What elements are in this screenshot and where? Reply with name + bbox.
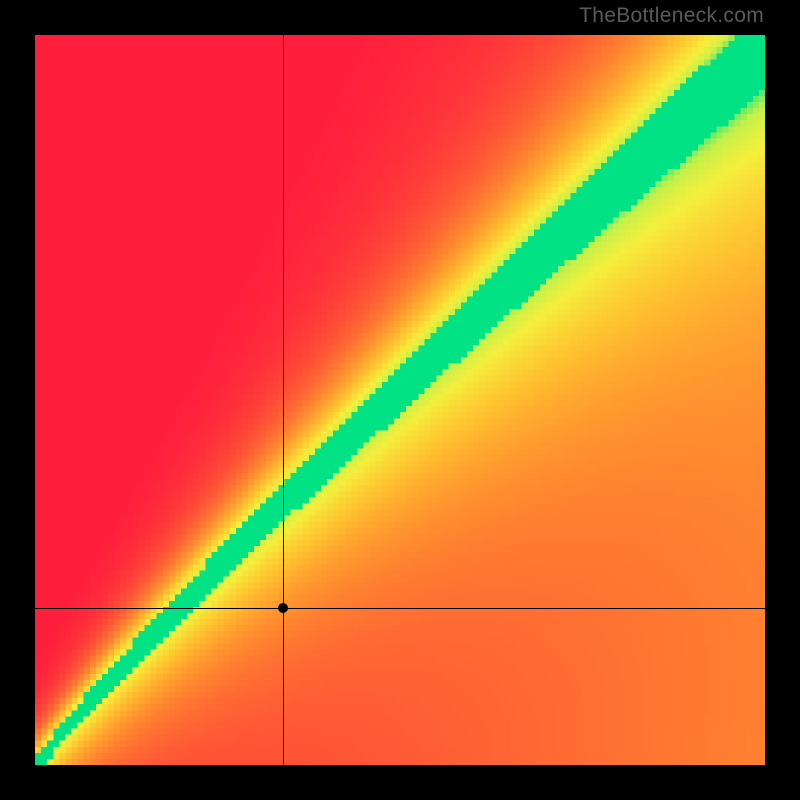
heatmap-canvas bbox=[35, 35, 765, 765]
watermark-text: TheBottleneck.com bbox=[579, 4, 764, 28]
crosshair-horizontal bbox=[35, 608, 765, 609]
crosshair-marker bbox=[278, 603, 288, 613]
crosshair-vertical bbox=[283, 35, 284, 765]
bottleneck-heatmap bbox=[35, 35, 765, 765]
